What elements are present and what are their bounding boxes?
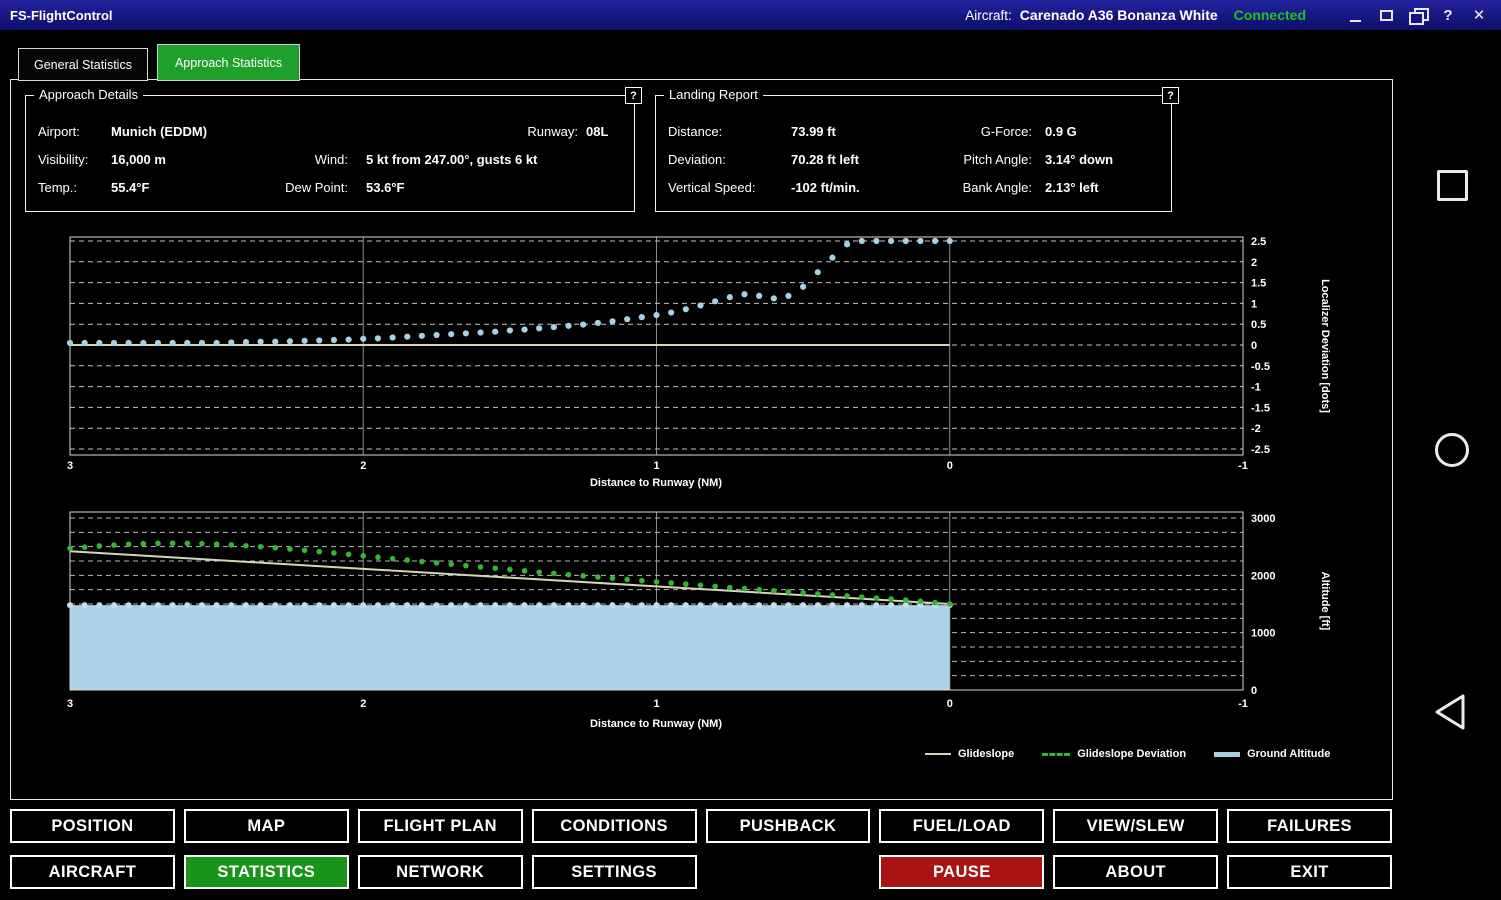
- vertical-speed-label: Vertical Speed:: [668, 180, 756, 195]
- aircraft-label: Aircraft:: [965, 7, 1012, 23]
- legend-item-glideslope-deviation: Glideslope Deviation: [1042, 748, 1186, 760]
- tab-bar: General Statistics Approach Statistics: [18, 44, 300, 81]
- minimize-icon[interactable]: [1343, 4, 1367, 26]
- nav-button-failures[interactable]: FAILURES: [1227, 809, 1392, 843]
- deviation-label: Deviation:: [668, 152, 726, 167]
- legend-label: Glideslope: [958, 748, 1015, 760]
- nav-button-statistics[interactable]: STATISTICS: [183, 855, 349, 889]
- nav-button-map[interactable]: MAP: [183, 809, 349, 843]
- legend-item-ground-altitude: Ground Altitude: [1214, 748, 1330, 760]
- landing-report-help-button[interactable]: ?: [1162, 87, 1179, 104]
- glideslope-deviation-swatch: [1042, 752, 1071, 756]
- nav-button-pause[interactable]: PAUSE: [879, 855, 1045, 889]
- close-icon[interactable]: ✕: [1472, 7, 1486, 24]
- dew-point-value: 53.6°F: [366, 180, 405, 195]
- nav-button-conditions[interactable]: CONDITIONS: [531, 809, 697, 843]
- approach-details-panel: Approach Details ? Airport: Munich (EDDM…: [25, 87, 642, 212]
- pitch-angle-label: Pitch Angle:: [963, 152, 1032, 167]
- nav-button-about[interactable]: ABOUT: [1053, 855, 1219, 889]
- nav-button-fuel-load[interactable]: FUEL/LOAD: [879, 809, 1045, 843]
- titlebar-right: Aircraft: Carenado A36 Bonanza White Con…: [965, 4, 1491, 26]
- distance-value: 73.99 ft: [791, 124, 836, 139]
- nav-button-exit[interactable]: EXIT: [1227, 855, 1392, 889]
- tab-approach-statistics[interactable]: Approach Statistics: [156, 44, 300, 81]
- distance-label: Distance:: [668, 124, 723, 139]
- nav-button-flight-plan[interactable]: FLIGHT PLAN: [357, 809, 523, 843]
- deviation-value: 70.28 ft left: [791, 152, 859, 167]
- legend-label: Ground Altitude: [1247, 748, 1331, 760]
- back-triangle-icon[interactable]: [1432, 693, 1472, 733]
- nav-button-aircraft[interactable]: AIRCRAFT: [10, 855, 175, 889]
- maximize-icon[interactable]: [1374, 4, 1398, 26]
- landing-report-panel: Landing Report ? Distance: 73.99 ft G-Fo…: [655, 87, 1179, 212]
- visibility-value: 16,000 m: [111, 152, 166, 167]
- nav-button-view-slew[interactable]: VIEW/SLEW: [1053, 809, 1219, 843]
- bank-angle-value: 2.13° left: [1045, 180, 1099, 195]
- legend-label: Glideslope Deviation: [1077, 748, 1187, 760]
- gforce-value: 0.9 G: [1045, 124, 1077, 139]
- nav-button-row-1: POSITION MAP FLIGHT PLAN CONDITIONS PUSHBACK…: [10, 809, 1392, 843]
- tab-general-statistics[interactable]: General Statistics: [18, 48, 148, 81]
- airport-label: Airport:: [38, 124, 80, 139]
- wind-value: 5 kt from 247.00°, gusts 6 kt: [366, 152, 538, 167]
- dew-point-label: Dew Point:: [285, 180, 348, 195]
- glideslope-line-swatch: [925, 753, 951, 755]
- nav-spacer: [706, 855, 871, 889]
- temp-label: Temp.:: [38, 180, 78, 195]
- approach-details-help-button[interactable]: ?: [625, 87, 642, 104]
- runway-value: 08L: [586, 124, 609, 139]
- windows-icon[interactable]: [1405, 4, 1429, 26]
- recents-square-icon[interactable]: [1437, 170, 1468, 201]
- legend-item-glideslope: Glideslope: [925, 748, 1014, 760]
- approach-details-title: Approach Details: [34, 87, 143, 102]
- nav-button-settings[interactable]: SETTINGS: [531, 855, 697, 889]
- airport-value: Munich (EDDM): [111, 124, 208, 139]
- bank-angle-label: Bank Angle:: [962, 180, 1032, 195]
- connection-status: Connected: [1233, 7, 1306, 23]
- vertical-speed-value: -102 ft/min.: [791, 180, 860, 195]
- nav-button-network[interactable]: NETWORK: [357, 855, 523, 889]
- runway-label: Runway:: [527, 124, 578, 139]
- temp-value: 55.4°F: [111, 180, 150, 195]
- pitch-angle-value: 3.14° down: [1045, 152, 1114, 167]
- nav-button-row-2: AIRCRAFT STATISTICS NETWORK SETTINGS PAUSE AB…: [10, 855, 1392, 889]
- nav-button-pushback[interactable]: PUSHBACK: [705, 809, 871, 843]
- help-icon[interactable]: ?: [1443, 6, 1453, 24]
- home-circle-icon[interactable]: [1435, 433, 1469, 467]
- aircraft-value: Carenado A36 Bonanza White: [1019, 7, 1218, 23]
- app-title: FS-FlightControl: [10, 7, 113, 23]
- title-bar: FS-FlightControl Aircraft: Carenado A36 …: [0, 0, 1501, 30]
- landing-report-title: Landing Report: [664, 87, 763, 102]
- chart-legend: Glideslope Glideslope Deviation Ground A…: [925, 748, 1330, 760]
- nav-button-position[interactable]: POSITION: [10, 809, 175, 843]
- wind-label: Wind:: [314, 152, 348, 167]
- visibility-label: Visibility:: [38, 152, 89, 167]
- ground-altitude-swatch: [1214, 751, 1241, 757]
- gforce-label: G-Force:: [980, 124, 1032, 139]
